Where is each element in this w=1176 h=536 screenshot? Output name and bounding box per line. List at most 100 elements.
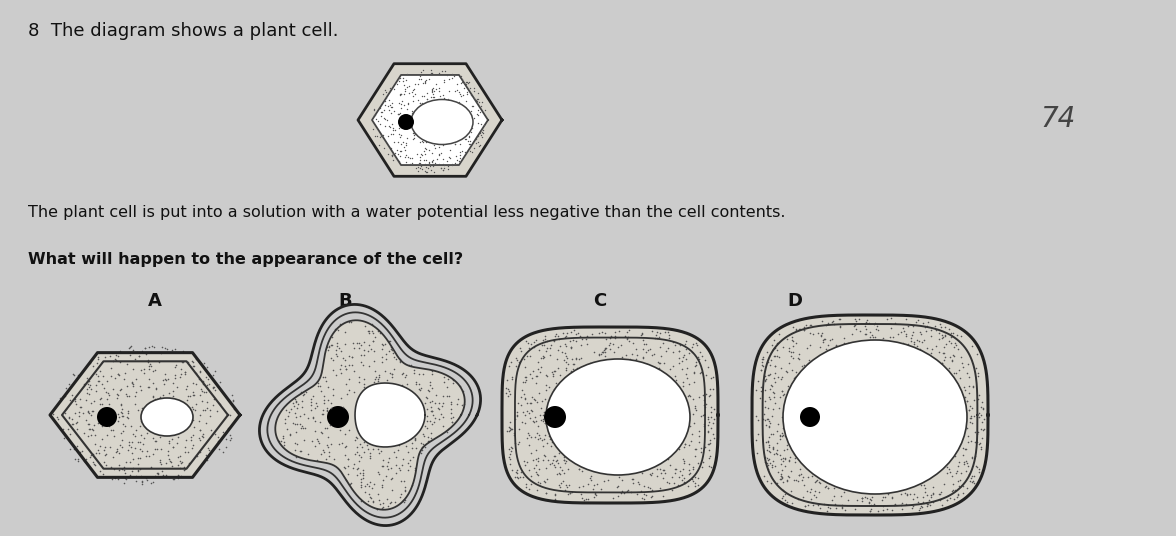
Point	[579, 480, 597, 488]
Point	[963, 342, 982, 351]
Point	[108, 417, 127, 426]
Point	[139, 343, 158, 351]
Point	[682, 430, 701, 438]
Point	[131, 438, 149, 446]
Point	[576, 495, 595, 503]
Point	[375, 86, 394, 94]
Point	[683, 475, 702, 483]
Point	[275, 419, 294, 428]
Point	[864, 500, 883, 509]
Point	[449, 395, 468, 404]
Point	[777, 366, 796, 375]
Point	[521, 399, 540, 408]
Point	[100, 352, 119, 360]
Point	[437, 383, 456, 391]
Point	[688, 474, 707, 482]
Point	[960, 382, 978, 390]
Point	[773, 387, 791, 396]
Point	[595, 352, 614, 360]
Point	[76, 395, 95, 404]
Point	[677, 374, 696, 382]
Point	[138, 475, 156, 484]
Point	[173, 458, 192, 466]
Point	[639, 345, 657, 354]
Point	[913, 329, 931, 338]
Point	[680, 441, 699, 449]
Point	[193, 433, 212, 442]
Point	[332, 394, 350, 403]
Point	[970, 440, 989, 449]
Point	[833, 501, 851, 510]
Point	[320, 342, 339, 351]
Point	[153, 376, 172, 385]
Point	[896, 489, 915, 497]
Point	[636, 348, 655, 356]
Point	[390, 73, 409, 82]
Point	[89, 446, 108, 455]
Point	[128, 438, 147, 446]
Point	[107, 351, 126, 359]
Point	[410, 99, 429, 108]
Point	[472, 98, 490, 107]
Point	[389, 464, 408, 472]
Polygon shape	[267, 312, 473, 518]
Point	[314, 399, 333, 408]
Point	[102, 426, 121, 435]
Point	[396, 118, 415, 126]
Point	[896, 315, 915, 323]
Point	[911, 504, 930, 512]
Point	[856, 493, 875, 501]
Point	[162, 461, 181, 470]
Point	[195, 406, 214, 414]
Point	[961, 402, 980, 411]
Point	[561, 369, 580, 377]
Point	[906, 340, 924, 348]
Point	[946, 338, 964, 347]
Point	[400, 81, 419, 90]
Point	[927, 325, 946, 334]
Point	[770, 474, 789, 483]
Point	[842, 330, 861, 338]
Point	[524, 464, 543, 473]
Point	[435, 161, 454, 169]
Point	[908, 336, 927, 344]
Point	[514, 354, 533, 363]
Point	[191, 417, 209, 426]
Point	[397, 371, 416, 379]
Point	[942, 356, 961, 365]
Point	[572, 354, 590, 362]
Point	[528, 428, 547, 437]
Point	[810, 479, 829, 488]
Point	[363, 497, 382, 506]
Point	[903, 322, 922, 331]
Point	[704, 414, 723, 423]
Point	[664, 479, 683, 487]
Point	[56, 405, 75, 413]
Point	[529, 422, 548, 430]
Point	[83, 362, 102, 371]
Point	[409, 380, 428, 389]
Point	[71, 403, 89, 411]
Point	[80, 425, 99, 434]
Point	[960, 470, 978, 478]
Point	[759, 437, 777, 445]
Point	[396, 483, 415, 492]
Point	[409, 75, 428, 84]
Point	[634, 495, 653, 503]
Point	[935, 343, 954, 351]
Point	[172, 364, 191, 373]
Point	[412, 68, 430, 76]
Point	[368, 505, 387, 513]
Point	[413, 137, 432, 145]
Point	[402, 87, 421, 96]
Point	[61, 444, 80, 453]
Point	[759, 437, 777, 446]
Point	[507, 468, 526, 477]
Point	[363, 496, 382, 505]
Point	[822, 495, 841, 504]
Point	[646, 331, 664, 340]
Point	[369, 470, 388, 479]
Point	[106, 356, 125, 364]
Point	[381, 499, 400, 508]
Point	[352, 453, 370, 461]
